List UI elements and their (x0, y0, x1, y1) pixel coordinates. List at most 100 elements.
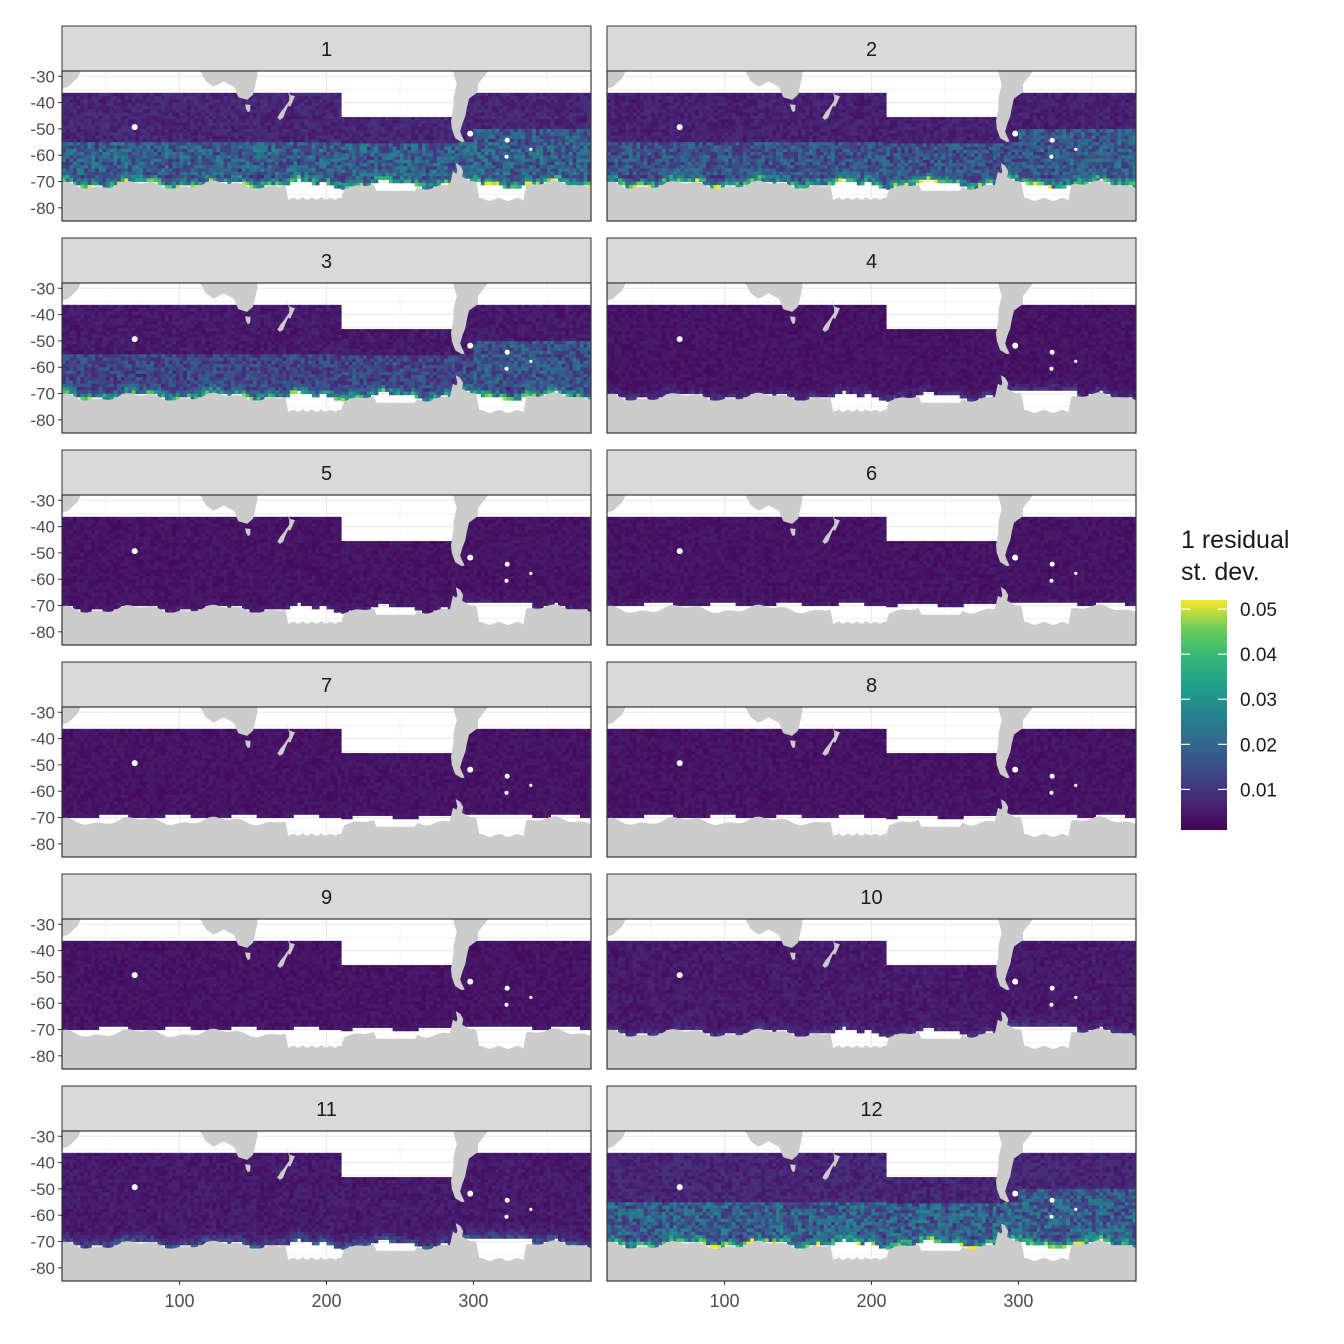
heatmap-cell (572, 161, 577, 166)
heatmap-cell (583, 119, 588, 123)
heatmap-cell (451, 166, 456, 171)
heatmap-cell (724, 125, 729, 130)
heatmap-cell (242, 148, 247, 153)
heatmap-cell (396, 179, 401, 184)
heatmap-cell (414, 169, 419, 174)
heatmap-cell (304, 119, 309, 123)
heatmap-cell (352, 166, 357, 171)
heatmap-cell (433, 123, 438, 128)
heatmap-cell (506, 148, 511, 153)
heatmap-cell (186, 122, 191, 127)
heatmap-cell (425, 179, 430, 184)
heatmap-cell (330, 132, 335, 137)
heatmap-cell (201, 165, 206, 169)
heatmap-cell (337, 112, 342, 117)
heatmap-cell (717, 138, 722, 143)
heatmap-cell (640, 109, 645, 113)
heatmap-cell (510, 115, 515, 120)
heatmap-cell (658, 125, 663, 130)
heatmap-cell (161, 125, 166, 130)
heatmap-cell (557, 112, 563, 117)
heatmap-cell (238, 161, 243, 166)
heatmap-cell (640, 112, 645, 117)
heatmap-cell (216, 168, 221, 173)
heatmap-cell (709, 96, 714, 100)
heatmap-cell (651, 152, 656, 156)
heatmap-cell (662, 158, 667, 163)
heatmap-cell (157, 178, 162, 183)
heatmap-cell (554, 119, 559, 123)
heatmap-cell (607, 99, 612, 104)
heatmap-cell (684, 138, 689, 143)
heatmap-cell (572, 142, 577, 146)
heatmap-cell (242, 99, 247, 104)
heatmap-cell (139, 132, 144, 137)
heatmap-cell (469, 112, 474, 117)
heatmap-cell (271, 115, 276, 120)
heatmap-cell (673, 115, 678, 120)
heatmap-cell (392, 117, 397, 121)
heatmap-cell (698, 145, 703, 150)
heatmap-cell (610, 96, 615, 100)
heatmap-cell (636, 122, 641, 127)
heatmap-cell (532, 158, 537, 163)
heatmap-cell (629, 92, 634, 97)
heatmap-cell (109, 115, 114, 120)
heatmap-cell (164, 135, 169, 140)
heatmap-cell (282, 165, 287, 169)
heatmap-cell (433, 120, 438, 125)
heatmap-cell (521, 178, 526, 183)
heatmap-cell (253, 96, 258, 100)
heatmap-cell (568, 138, 574, 143)
heatmap-cell (469, 148, 474, 153)
heatmap-cell (425, 182, 430, 187)
heatmap-cell (113, 135, 118, 140)
heatmap-cell (300, 158, 305, 163)
heatmap-cell (227, 168, 232, 173)
heatmap-cell (495, 175, 500, 179)
heatmap-cell (607, 106, 612, 110)
heatmap-cell (69, 138, 74, 143)
heatmap-cell (695, 99, 700, 104)
heatmap-cell (488, 175, 493, 179)
heatmap-cell (282, 122, 287, 127)
heatmap-cell (245, 115, 250, 120)
heatmap-cell (618, 96, 623, 100)
heatmap-cell (69, 161, 74, 166)
heatmap-cell (168, 99, 173, 104)
heatmap-cell (392, 153, 397, 157)
heatmap-cell (142, 158, 147, 163)
heatmap-cell (352, 159, 357, 164)
heatmap-cell (614, 96, 619, 100)
heatmap-cell (168, 115, 173, 120)
heatmap-cell (510, 129, 515, 133)
heatmap-cell (579, 175, 585, 179)
heatmap-cell (245, 122, 250, 127)
heatmap-cell (543, 119, 548, 123)
heatmap-cell (532, 142, 537, 146)
heatmap-cell (253, 129, 258, 133)
heatmap-cell (341, 123, 346, 128)
heatmap-cell (106, 178, 111, 183)
heatmap-cell (304, 152, 309, 156)
heatmap-cell (142, 125, 147, 130)
heatmap-cell (539, 112, 544, 117)
heatmap-cell (550, 109, 555, 113)
heatmap-cell (680, 115, 685, 120)
heatmap-cell (535, 99, 540, 104)
heatmap-cell (297, 106, 302, 110)
heatmap-cell (117, 175, 122, 179)
heatmap-cell (739, 161, 744, 166)
heatmap-cell (742, 138, 747, 143)
heatmap-cell (359, 123, 364, 128)
heatmap-cell (425, 140, 430, 144)
heatmap-cell (319, 175, 324, 179)
heatmap-cell (579, 129, 585, 133)
heatmap-cell (614, 148, 619, 153)
heatmap-cell (84, 138, 89, 143)
heatmap-cell (330, 145, 335, 150)
heatmap-cell (399, 120, 405, 125)
heatmap-cell (717, 115, 722, 120)
heatmap-cell (583, 168, 588, 173)
heatmap-cell (153, 145, 158, 150)
